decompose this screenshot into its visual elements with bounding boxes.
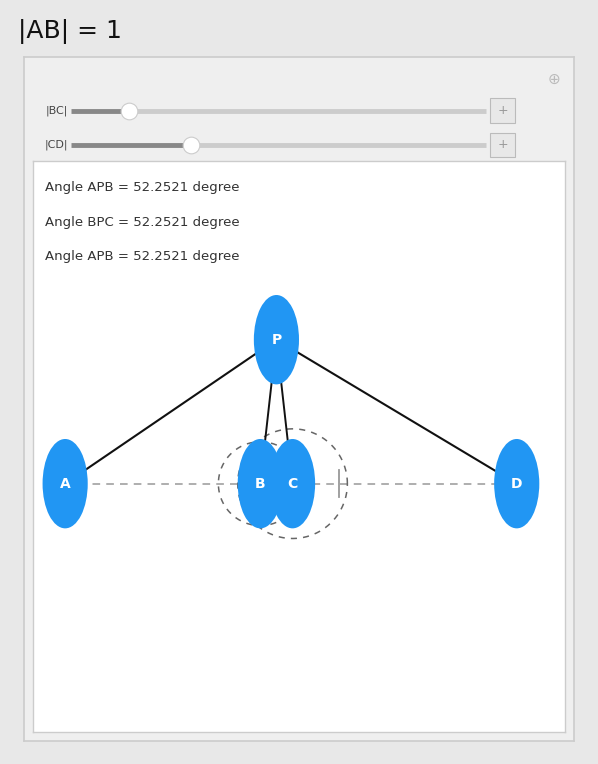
Text: Angle APB = 52.2521 degree: Angle APB = 52.2521 degree bbox=[45, 181, 239, 194]
Text: +: + bbox=[498, 138, 508, 151]
Ellipse shape bbox=[238, 439, 283, 529]
Text: +: + bbox=[498, 104, 508, 117]
Ellipse shape bbox=[254, 295, 299, 384]
Ellipse shape bbox=[42, 439, 88, 529]
Text: Angle BPC = 52.2521 degree: Angle BPC = 52.2521 degree bbox=[45, 215, 240, 228]
Text: D: D bbox=[511, 477, 523, 490]
Text: ⊕: ⊕ bbox=[548, 73, 560, 87]
Text: Angle APB = 52.2521 degree: Angle APB = 52.2521 degree bbox=[45, 251, 239, 264]
Text: A: A bbox=[60, 477, 71, 490]
Text: P: P bbox=[271, 332, 282, 347]
Ellipse shape bbox=[494, 439, 539, 529]
Text: |AB| = 1: |AB| = 1 bbox=[18, 19, 122, 44]
FancyBboxPatch shape bbox=[490, 132, 515, 157]
Text: C: C bbox=[288, 477, 298, 490]
Text: B: B bbox=[255, 477, 266, 490]
Text: |BC|: |BC| bbox=[45, 105, 68, 116]
FancyBboxPatch shape bbox=[490, 99, 515, 123]
Ellipse shape bbox=[270, 439, 315, 529]
Text: |CD|: |CD| bbox=[44, 140, 68, 150]
